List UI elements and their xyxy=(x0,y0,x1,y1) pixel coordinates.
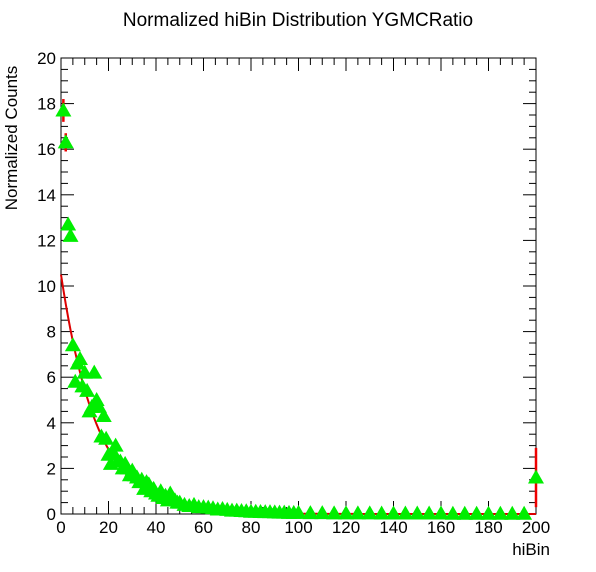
data-point xyxy=(58,134,74,148)
x-tick-label: 200 xyxy=(522,518,550,537)
y-tick-label: 12 xyxy=(37,231,56,250)
y-tick-label: 20 xyxy=(37,49,56,68)
data-point xyxy=(55,102,71,116)
x-tick-label: 40 xyxy=(147,518,166,537)
y-tick-label: 0 xyxy=(47,505,56,524)
x-tick-label: 160 xyxy=(427,518,455,537)
plot-frame xyxy=(61,58,536,514)
data-point xyxy=(65,337,81,351)
x-tick-label: 180 xyxy=(474,518,502,537)
y-tick-label: 10 xyxy=(37,277,56,296)
axes xyxy=(61,58,536,514)
y-tick-label: 14 xyxy=(37,186,56,205)
y-tick-label: 2 xyxy=(47,459,56,478)
x-tick-label: 120 xyxy=(332,518,360,537)
x-tick-label: 0 xyxy=(56,518,65,537)
data-points xyxy=(55,102,544,519)
y-axis-title: Normalized Counts xyxy=(2,66,21,211)
data-point xyxy=(528,470,544,484)
x-axis-title: hiBin xyxy=(512,540,550,559)
x-tick-label: 60 xyxy=(194,518,213,537)
y-tick-label: 16 xyxy=(37,140,56,159)
x-tick-label: 100 xyxy=(284,518,312,537)
y-tick-label: 18 xyxy=(37,95,56,114)
y-tick-label: 6 xyxy=(47,368,56,387)
x-tick-label: 80 xyxy=(242,518,261,537)
x-tick-label: 20 xyxy=(99,518,118,537)
error-bars xyxy=(63,99,536,514)
y-tick-label: 8 xyxy=(47,323,56,342)
chart-title: Normalized hiBin Distribution YGMCRatio xyxy=(123,10,473,31)
data-point xyxy=(60,216,76,230)
x-tick-label: 140 xyxy=(379,518,407,537)
y-tick-label: 4 xyxy=(47,414,56,433)
